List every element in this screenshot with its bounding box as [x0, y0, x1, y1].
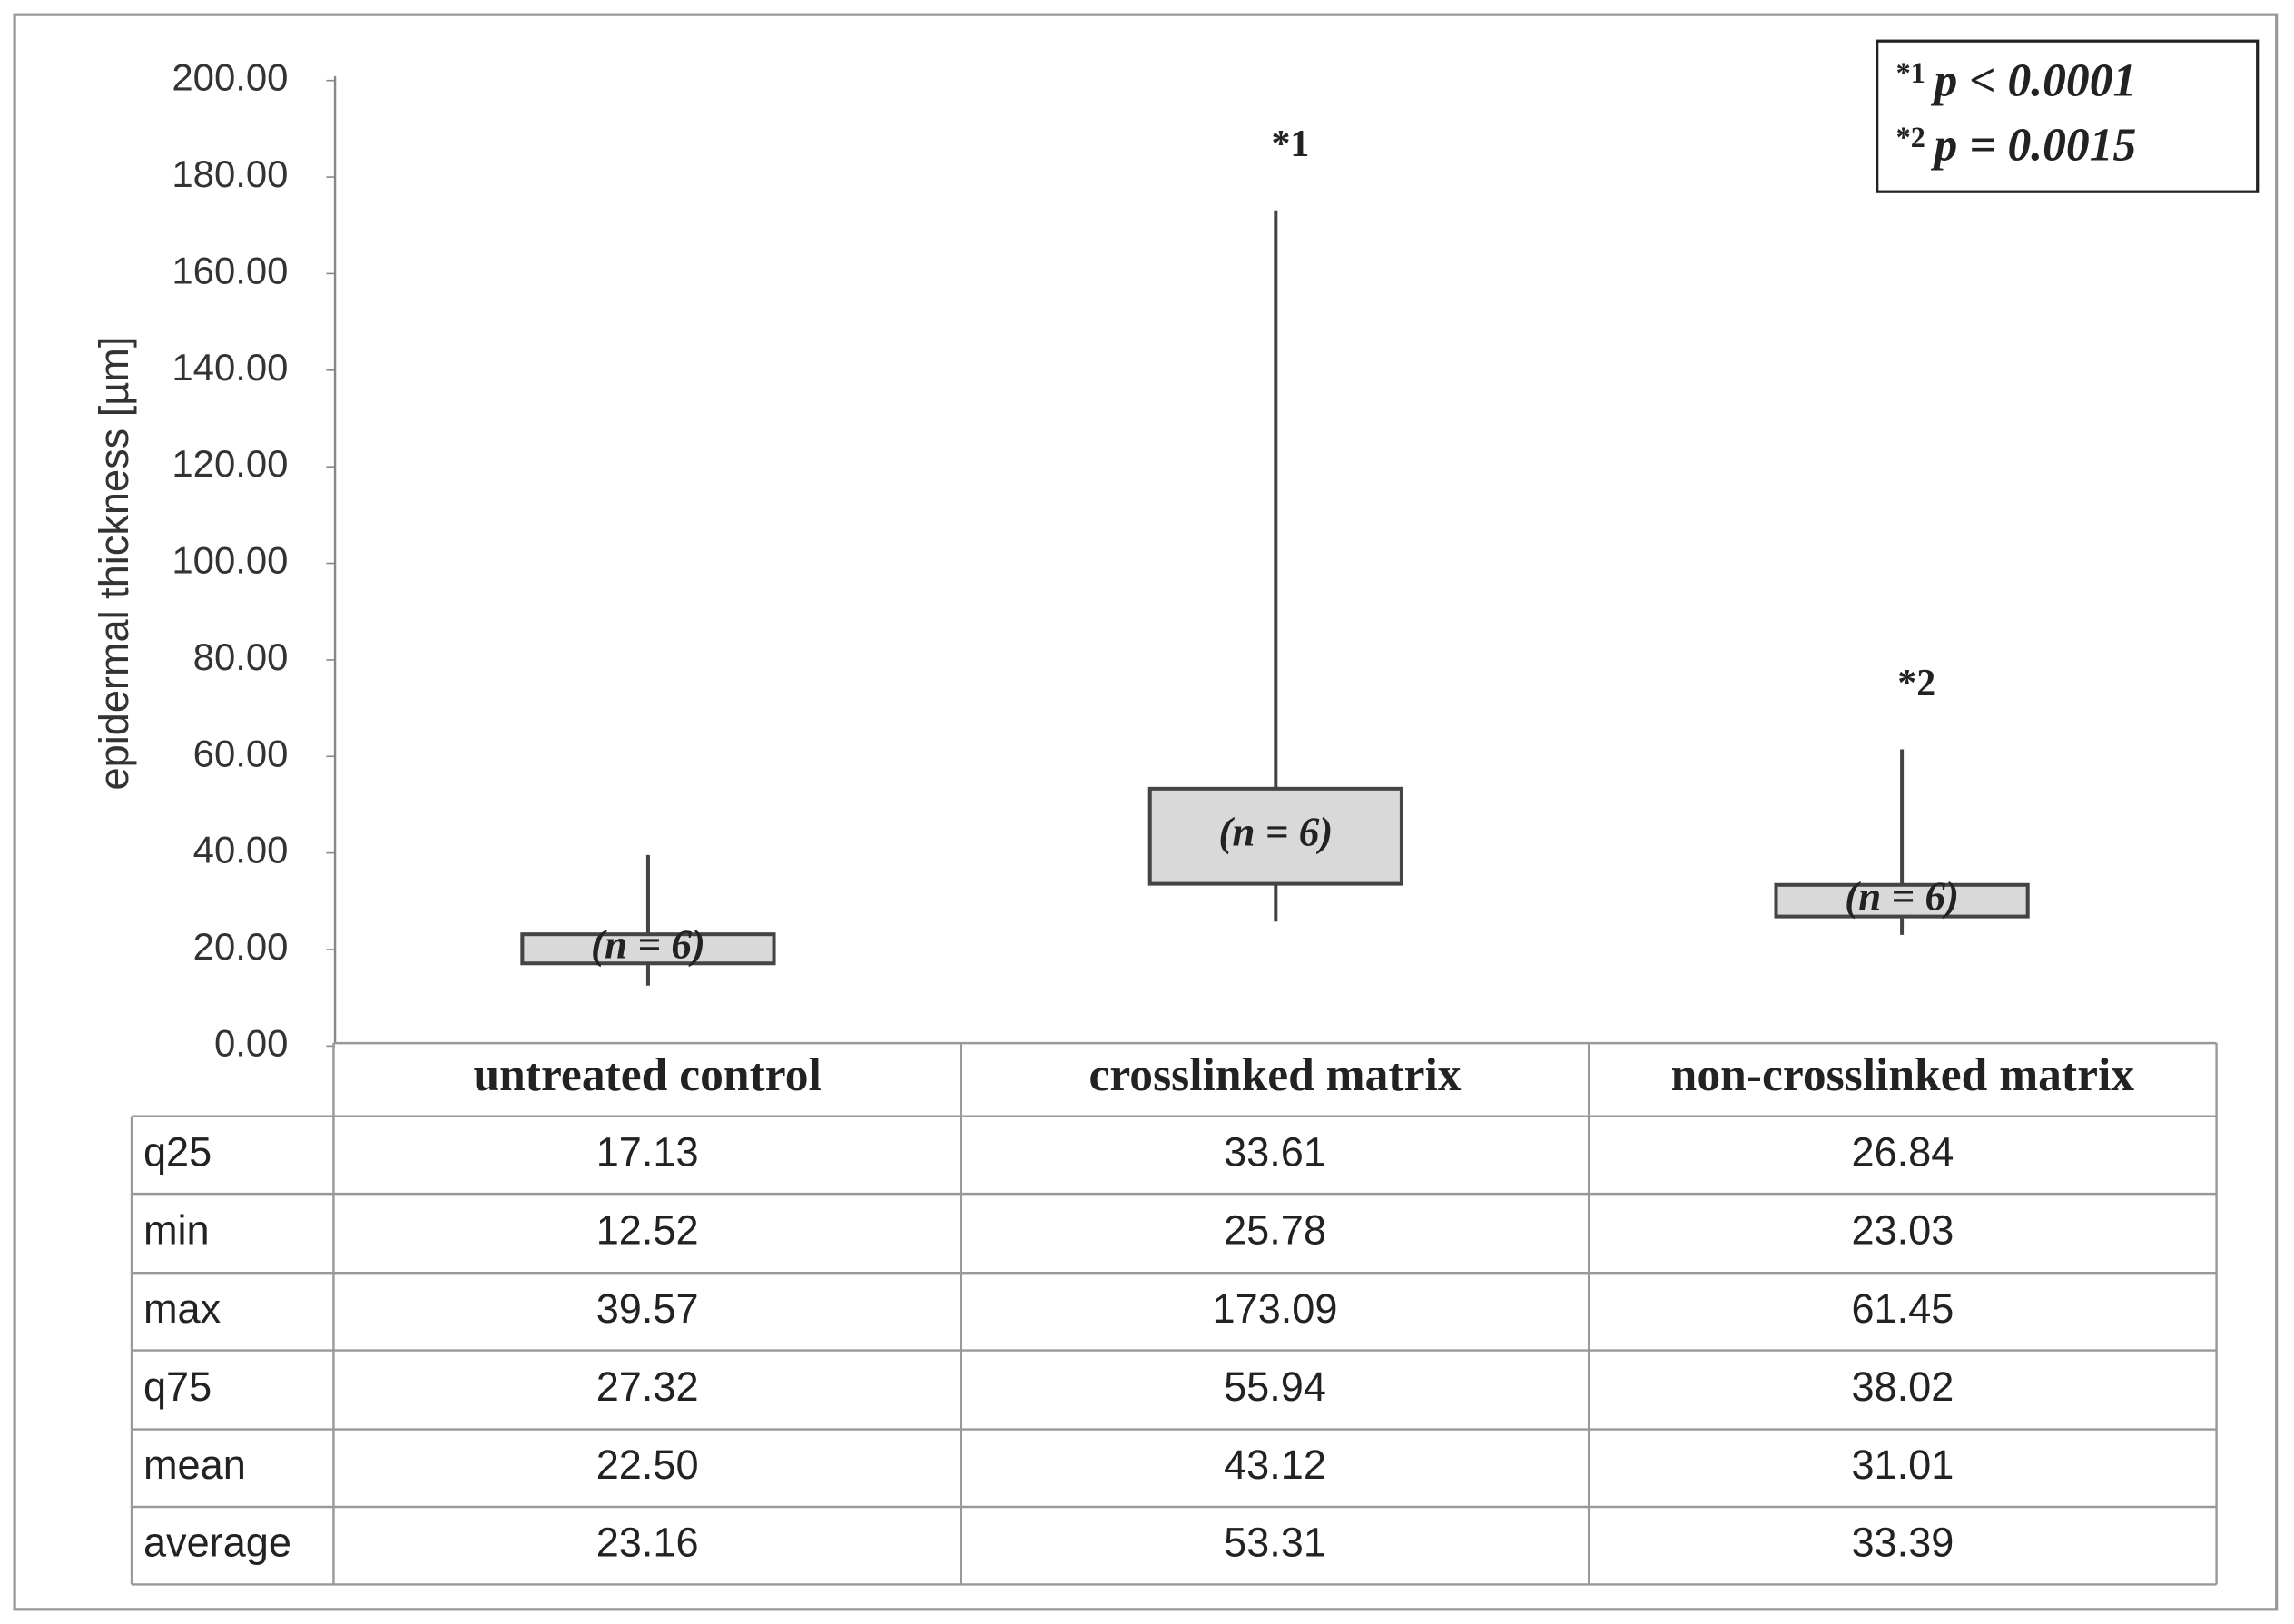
- y-axis-label: epidermal thickness [µm]: [91, 337, 137, 791]
- y-tick-label: 160.00: [172, 249, 288, 291]
- table-cell: 55.94: [1224, 1363, 1326, 1410]
- table-cell: 25.78: [1224, 1207, 1326, 1254]
- y-tick-label: 140.00: [172, 346, 288, 389]
- box-label: (n = 6): [1845, 874, 1959, 920]
- row-label: mean: [143, 1442, 246, 1488]
- table-cell: 33.61: [1224, 1128, 1326, 1175]
- y-tick-label: 40.00: [193, 829, 289, 871]
- row-label: max: [143, 1285, 222, 1332]
- legend-mark: *1: [1896, 56, 1925, 89]
- y-tick-label: 120.00: [172, 442, 288, 485]
- box: [520, 932, 776, 966]
- y-tick-label: 0.00: [214, 1021, 289, 1064]
- table-cell: 23.03: [1851, 1207, 1954, 1254]
- table-cell: 27.32: [596, 1363, 699, 1410]
- table-cell: 38.02: [1851, 1363, 1954, 1410]
- y-tick-label: 200.00: [172, 56, 288, 99]
- table-cell: 173.09: [1213, 1285, 1338, 1332]
- row-label: min: [143, 1207, 210, 1254]
- legend-entry: *1 p < 0.0001: [1896, 54, 2137, 106]
- table-cell: 61.45: [1851, 1285, 1954, 1332]
- row-label: q75: [143, 1363, 212, 1410]
- table-cell: 26.84: [1851, 1128, 1954, 1175]
- y-tick-label: 100.00: [172, 539, 288, 582]
- table-cell: 23.16: [596, 1520, 699, 1566]
- legend-text: p < 0.0001: [1931, 54, 2137, 106]
- legend-mark: *2: [1896, 121, 1925, 153]
- table-cell: 12.52: [596, 1207, 699, 1254]
- box-label: (n = 6): [591, 922, 705, 968]
- legend-text: p = 0.0015: [1931, 119, 2137, 171]
- table-cell: 43.12: [1224, 1442, 1326, 1488]
- table-cell: 33.39: [1851, 1520, 1954, 1566]
- table-cell: 22.50: [596, 1442, 699, 1488]
- box-label: (n = 6): [1218, 810, 1333, 855]
- significance-mark: *2: [1897, 663, 1935, 704]
- table-cell: 31.01: [1851, 1442, 1954, 1488]
- frame: [13, 13, 2279, 1611]
- y-tick-label: 80.00: [193, 635, 289, 678]
- table-cell: 39.57: [596, 1285, 699, 1332]
- table-cell: 17.13: [596, 1128, 699, 1175]
- y-tick-label: 60.00: [193, 732, 289, 774]
- legend-entry: *2 p = 0.0015: [1896, 119, 2137, 171]
- y-tick-label: 20.00: [193, 925, 289, 968]
- column-header: untreated control: [473, 1049, 821, 1101]
- row-label: q25: [143, 1128, 212, 1175]
- row-label: average: [143, 1520, 291, 1566]
- significance-mark: *1: [1271, 123, 1309, 165]
- table-cell: 53.31: [1224, 1520, 1326, 1566]
- column-header: crosslinked matrix: [1088, 1049, 1461, 1101]
- box: [1774, 882, 2030, 919]
- legend-box: [1876, 39, 2260, 193]
- column-header: non-crosslinked matrix: [1671, 1049, 2135, 1101]
- y-tick-label: 180.00: [172, 153, 288, 195]
- box: [1147, 786, 1403, 886]
